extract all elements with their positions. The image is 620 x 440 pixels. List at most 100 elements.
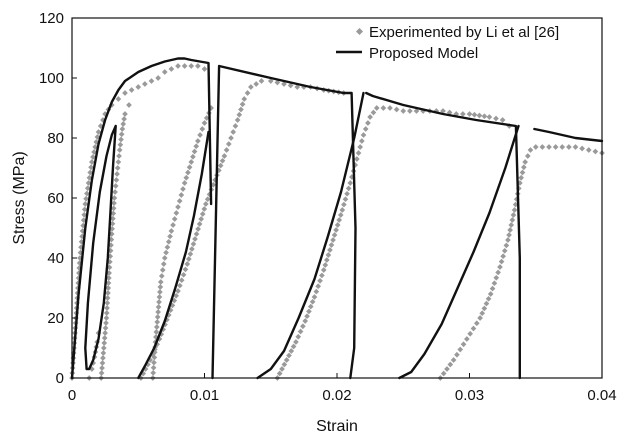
data-point — [112, 183, 119, 189]
data-point — [121, 116, 127, 122]
data-point — [288, 348, 295, 354]
model-curve-segment — [211, 64, 357, 380]
data-point — [315, 283, 322, 290]
data-point — [342, 196, 349, 203]
data-point — [98, 370, 105, 376]
data-point — [103, 320, 109, 326]
data-point — [510, 212, 517, 218]
data-point — [339, 207, 346, 213]
data-point — [450, 357, 457, 363]
data-point — [104, 300, 111, 306]
data-point — [160, 261, 167, 267]
data-point — [481, 305, 488, 312]
model-curve-segment — [70, 57, 213, 380]
data-point — [195, 138, 201, 144]
model-curve-segment — [137, 130, 210, 380]
data-point — [295, 333, 302, 340]
data-point — [85, 180, 92, 186]
data-point — [267, 78, 274, 84]
data-point — [178, 277, 185, 284]
data-point — [473, 320, 480, 327]
data-point — [180, 271, 187, 278]
data-point — [485, 295, 492, 302]
data-point — [279, 366, 285, 372]
data-point — [110, 215, 116, 222]
legend-marker-experimental — [355, 27, 364, 36]
x-tick-label: 0.03 — [455, 387, 484, 404]
data-point — [120, 121, 127, 127]
data-point — [454, 351, 460, 358]
data-point — [306, 308, 312, 315]
data-point — [287, 82, 294, 89]
data-point — [126, 102, 132, 108]
series-experimental — [69, 63, 605, 381]
data-point — [175, 204, 181, 210]
data-point — [440, 108, 446, 114]
data-point — [464, 336, 470, 342]
data-point — [188, 63, 195, 69]
data-point — [520, 164, 527, 171]
data-point — [324, 257, 330, 263]
data-point — [158, 273, 165, 279]
data-point — [103, 310, 110, 316]
data-point — [354, 156, 360, 162]
data-point — [155, 309, 161, 315]
data-point — [507, 227, 513, 233]
data-point — [518, 174, 525, 181]
data-point — [154, 319, 161, 325]
data-point — [337, 212, 344, 218]
y-tick-label: 40 — [47, 250, 64, 267]
data-point — [199, 126, 206, 132]
series-proposed-model — [70, 57, 604, 380]
data-point — [311, 294, 318, 300]
data-point — [357, 144, 364, 150]
data-point — [359, 138, 365, 144]
data-point — [470, 325, 477, 332]
x-tick-label: 0 — [68, 387, 76, 404]
data-point — [185, 256, 192, 262]
data-point — [460, 341, 467, 348]
data-point — [165, 238, 172, 245]
data-point — [168, 66, 175, 72]
y-tick-label: 20 — [47, 310, 64, 327]
data-point — [344, 190, 350, 197]
data-point — [86, 174, 93, 181]
data-point — [281, 81, 287, 87]
data-point — [309, 298, 316, 305]
data-point — [116, 147, 123, 153]
data-point — [203, 115, 210, 121]
data-point — [276, 370, 283, 377]
data-point — [153, 324, 160, 330]
data-point — [362, 126, 369, 132]
data-point — [168, 228, 175, 234]
data-point — [201, 66, 208, 72]
y-tick-label: 80 — [47, 130, 64, 147]
data-point — [532, 144, 539, 150]
data-point — [199, 211, 206, 217]
data-point — [105, 285, 112, 291]
data-point — [115, 159, 122, 165]
data-point — [460, 111, 466, 117]
data-point — [444, 366, 450, 372]
data-point — [221, 153, 228, 159]
data-point — [281, 361, 288, 368]
data-point — [103, 315, 110, 321]
x-tick-label: 0.04 — [587, 387, 616, 404]
data-point — [347, 180, 354, 186]
x-axis-title: Strain — [316, 418, 358, 435]
data-point — [499, 117, 506, 123]
data-point — [471, 111, 478, 118]
data-point — [286, 352, 292, 359]
data-point — [142, 81, 148, 87]
data-point — [175, 288, 181, 294]
data-point — [157, 279, 164, 285]
data-point — [217, 162, 224, 169]
data-point — [232, 123, 239, 129]
data-point — [171, 216, 178, 222]
data-point — [491, 280, 498, 287]
data-point — [111, 200, 117, 206]
data-point — [164, 244, 171, 251]
data-point — [501, 247, 508, 254]
data-point — [204, 196, 211, 203]
